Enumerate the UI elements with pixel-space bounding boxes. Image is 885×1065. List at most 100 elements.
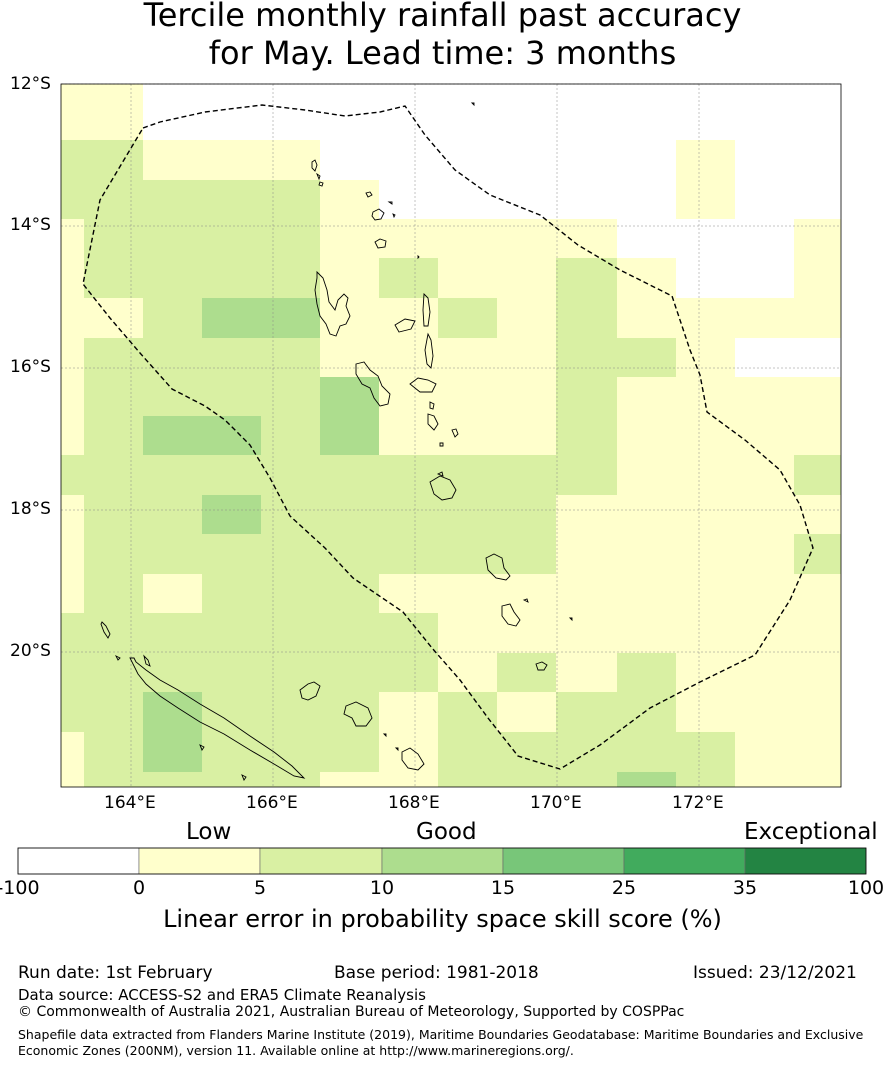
grid-cell: [735, 772, 794, 787]
grid-cell: [320, 338, 379, 377]
grid-cell: [61, 772, 84, 787]
grid-cell: [84, 377, 143, 416]
grid-cell: [202, 772, 261, 787]
grid-cell: [379, 298, 438, 338]
grid-cell: [202, 416, 261, 455]
grid-cell: [735, 416, 794, 455]
grid-cell: [261, 298, 320, 338]
grid-cell: [261, 534, 320, 574]
grid-cell: [794, 416, 841, 455]
grid-cell: [676, 653, 735, 692]
grid-cell: [556, 416, 617, 455]
grid-cell: [676, 772, 735, 787]
grid-cell: [556, 613, 617, 653]
grid-cell: [438, 772, 497, 787]
grid-cell: [556, 298, 617, 338]
grid-cell: [497, 772, 556, 787]
grid-cell: [556, 455, 617, 495]
grid-cell: [794, 298, 841, 338]
grid-cell: [794, 534, 841, 574]
grid-cell: [320, 455, 379, 495]
grid-cell: [735, 653, 794, 692]
grid-cell: [735, 574, 794, 613]
grid-cell: [379, 574, 438, 613]
grid-cell: [84, 416, 143, 455]
grid-cell: [497, 455, 556, 495]
grid-cell: [261, 772, 320, 787]
grid-cell: [676, 455, 735, 495]
grid-cell: [556, 653, 617, 692]
grid-cell: [320, 574, 379, 613]
grid-cell: [379, 258, 438, 298]
grid-cell: [84, 455, 143, 495]
grid-cell: [676, 732, 735, 772]
grid-cell: [202, 258, 261, 298]
grid-cell: [556, 219, 617, 258]
colorbar-tick: 0: [132, 877, 146, 899]
grid-cell: [794, 613, 841, 653]
data-source: Data source: ACCESS-S2 and ERA5 Climate …: [18, 986, 426, 1004]
grid-cell: [497, 653, 556, 692]
grid-cell: [617, 732, 676, 772]
grid-cell: [379, 219, 438, 258]
grid-cell: [676, 140, 735, 180]
grid-cell: [143, 377, 202, 416]
grid-cell: [438, 692, 497, 732]
grid-cell: [556, 534, 617, 574]
grid-cell: [61, 692, 84, 732]
grid-cell: [84, 692, 143, 732]
grid-cell: [735, 495, 794, 534]
grid-cell: [202, 653, 261, 692]
coastlines: [100, 102, 573, 781]
grid-cell: [261, 258, 320, 298]
grid-cell: [61, 416, 84, 455]
colorbar-segment: [623, 847, 746, 875]
lat-label-16s: 16°S: [10, 357, 51, 377]
grid-cell: [61, 495, 84, 534]
grid-cell: [84, 84, 143, 140]
grid-cell: [676, 534, 735, 574]
grid-cell: [497, 377, 556, 416]
colorbar-frame: [17, 847, 867, 875]
grid-cell: [84, 298, 143, 338]
grid-cell: [676, 613, 735, 653]
grid-cell: [61, 258, 84, 298]
grid-cell: [143, 772, 202, 787]
grid-cell: [143, 534, 202, 574]
grid-cell: [84, 219, 143, 258]
grid-cell: [556, 377, 617, 416]
grid-cell: [84, 534, 143, 574]
grid-cell: [320, 732, 379, 772]
grid-cell: [794, 455, 841, 495]
grid-cell: [84, 772, 143, 787]
map-title-line-1: Tercile monthly rainfall past accuracy: [143, 0, 742, 34]
grid-cell: [617, 613, 676, 653]
colorbar-segment: [502, 847, 625, 875]
grid-cell: [617, 377, 676, 416]
grid-cell: [676, 692, 735, 732]
grid-cell: [202, 692, 261, 732]
grid-cell: [261, 338, 320, 377]
grid-cell: [794, 772, 841, 787]
grid-cell: [497, 416, 556, 455]
grid-cell: [617, 338, 676, 377]
grid-cell: [438, 416, 497, 455]
grid-cell: [497, 534, 556, 574]
base-period: Base period: 1981-2018: [334, 963, 539, 983]
grid-cell: [676, 298, 735, 338]
grid-cell: [676, 495, 735, 534]
grid-cell: [143, 180, 202, 219]
grid-cell: [617, 455, 676, 495]
grid-cell: [438, 534, 497, 574]
grid-cell: [320, 416, 379, 455]
grid-cell: [84, 180, 143, 219]
grid-cell: [438, 377, 497, 416]
map-frame: [60, 83, 842, 788]
grid-cell: [617, 495, 676, 534]
grid-cell: [497, 613, 556, 653]
grid-cell: [202, 613, 261, 653]
grid-cell: [84, 258, 143, 298]
grid-cell: [61, 574, 84, 613]
colorbar-segment: [17, 847, 140, 875]
grid-cell: [84, 653, 143, 692]
